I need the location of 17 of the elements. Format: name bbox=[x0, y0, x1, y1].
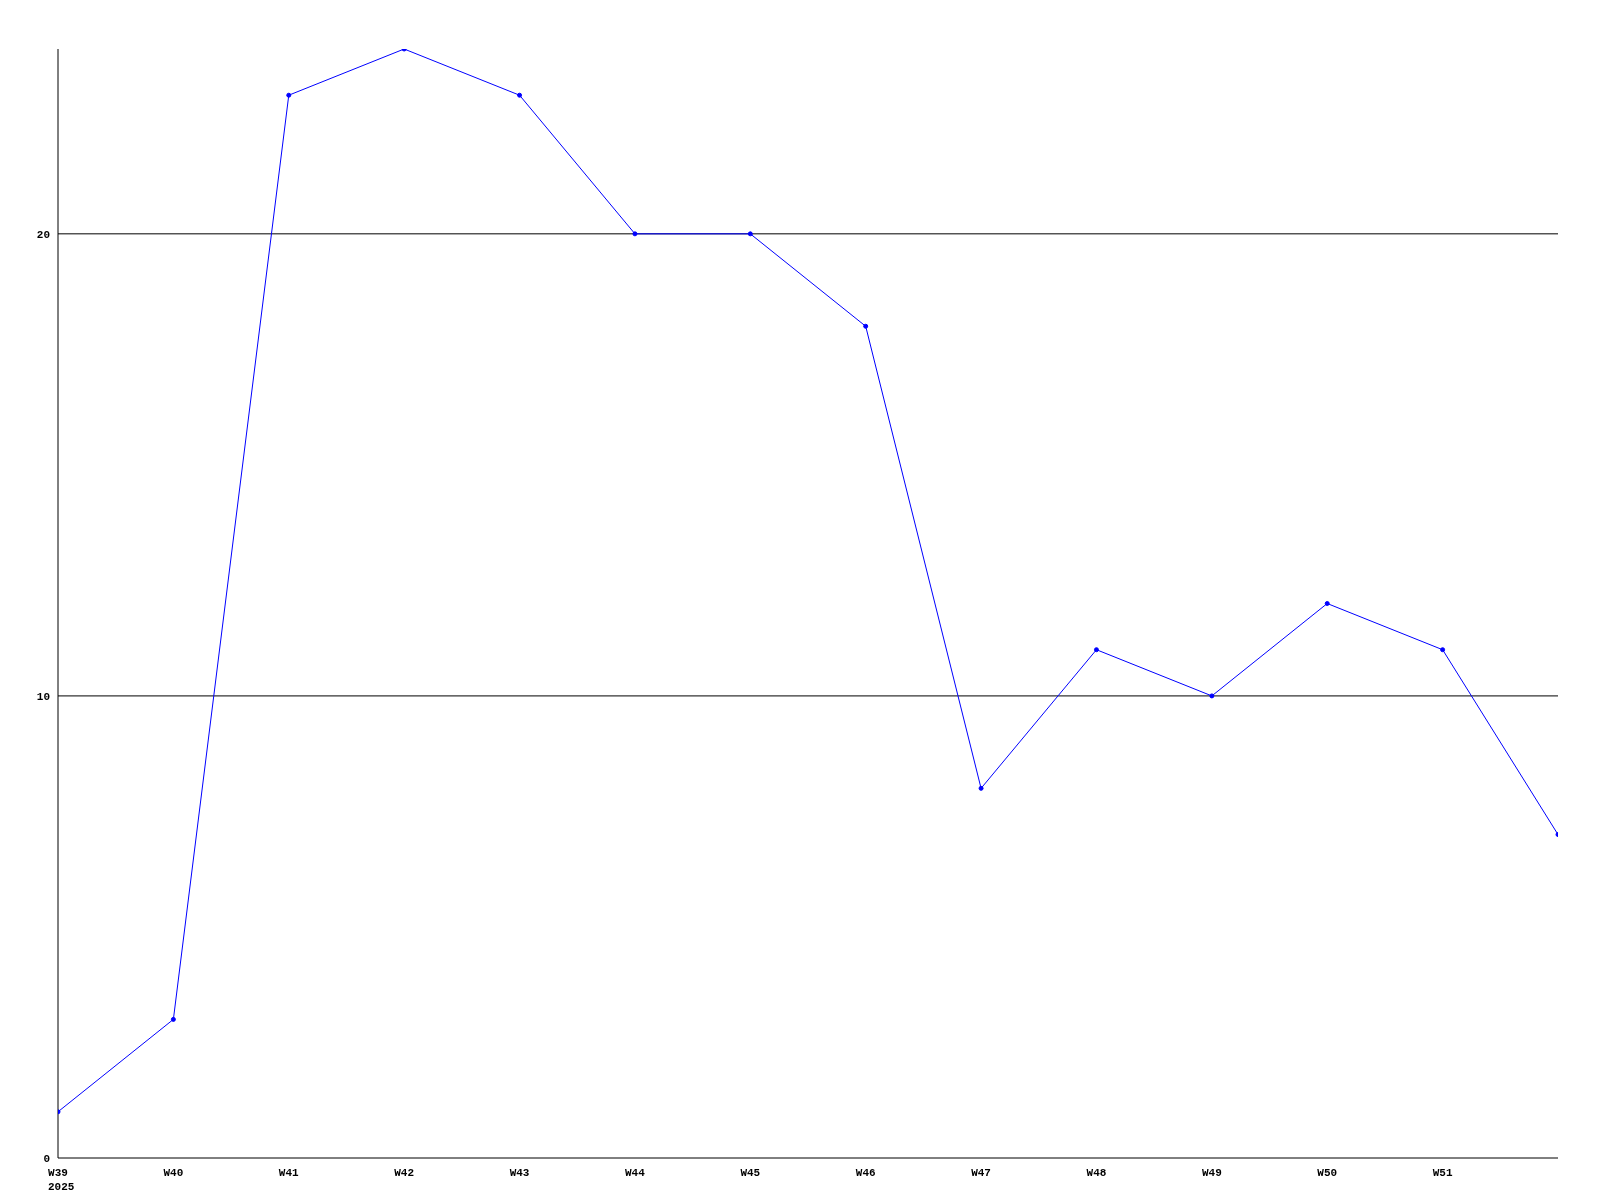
x-tick-label: W46 bbox=[855, 1167, 876, 1179]
x-tick-label: W40 bbox=[163, 1167, 184, 1179]
x-tick-label: W39 bbox=[48, 1167, 68, 1179]
x-tick-label: W45 bbox=[740, 1167, 761, 1179]
x-tick-label: W43 bbox=[509, 1167, 530, 1179]
y-tick-label: 20 bbox=[36, 228, 50, 241]
y-tick-label: 0 bbox=[43, 1152, 50, 1165]
x-tick-label: W42 bbox=[394, 1167, 415, 1179]
x-tick-label: W48 bbox=[1086, 1167, 1107, 1179]
x-tick-label: W51 bbox=[1432, 1167, 1453, 1179]
text: 2025 bbox=[48, 1181, 75, 1193]
x-tick-label: W47 bbox=[971, 1167, 991, 1179]
x-tick-label: W50 bbox=[1317, 1167, 1338, 1179]
y-tick-label: 10 bbox=[36, 690, 50, 703]
x-tick-label: W41 bbox=[278, 1167, 300, 1179]
x-tick-label: W44 bbox=[625, 1167, 646, 1179]
x-tick-label: W49 bbox=[1201, 1167, 1222, 1179]
